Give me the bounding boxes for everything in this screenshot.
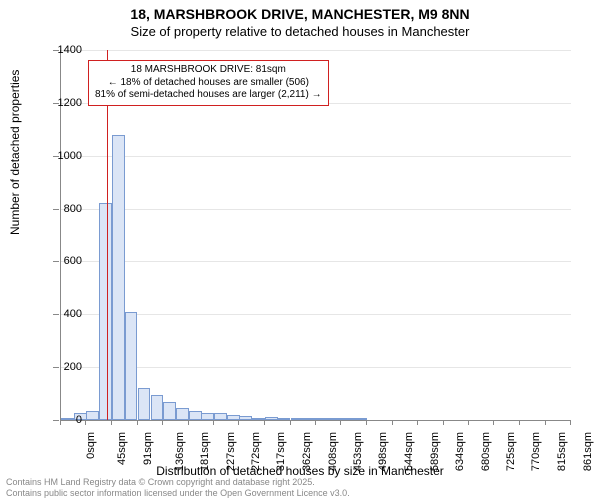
footer-line-1: Contains HM Land Registry data © Crown c… — [6, 477, 350, 487]
annotation-line: 18 MARSHBROOK DRIVE: 81sqm — [95, 64, 322, 77]
chart-container: 18, MARSHBROOK DRIVE, MANCHESTER, M9 8NN… — [0, 0, 600, 500]
histogram-bar — [86, 411, 99, 420]
x-tick — [468, 420, 469, 425]
histogram-bar — [239, 416, 252, 420]
x-tick-label: 45sqm — [116, 432, 128, 465]
x-tick — [162, 420, 163, 425]
y-tick-label: 0 — [42, 414, 82, 426]
histogram-bar — [341, 418, 354, 420]
chart-subtitle: Size of property relative to detached ho… — [0, 24, 600, 39]
histogram-bar — [163, 402, 176, 421]
annotation-box: 18 MARSHBROOK DRIVE: 81sqm← 18% of detac… — [88, 60, 329, 106]
x-tick-label: 725sqm — [505, 432, 517, 471]
histogram-bar — [176, 408, 189, 420]
x-tick — [111, 420, 112, 425]
x-tick-label: 680sqm — [480, 432, 492, 471]
x-tick-label: 227sqm — [225, 432, 237, 471]
histogram-bar — [138, 388, 151, 420]
x-tick — [290, 420, 291, 425]
histogram-bar — [291, 418, 304, 420]
gridline — [61, 367, 571, 368]
x-tick — [315, 420, 316, 425]
gridline — [61, 156, 571, 157]
footer-attribution: Contains HM Land Registry data © Crown c… — [6, 477, 350, 498]
histogram-bar — [151, 395, 164, 420]
x-tick-label: 498sqm — [377, 432, 389, 471]
histogram-bar — [125, 312, 138, 420]
histogram-bar — [316, 418, 329, 420]
x-tick-label: 181sqm — [199, 432, 211, 471]
x-tick-label: 0sqm — [85, 432, 97, 459]
x-tick-label: 634sqm — [454, 432, 466, 471]
x-tick-label: 770sqm — [531, 432, 543, 471]
x-tick-label: 136sqm — [174, 432, 186, 471]
histogram-bar — [354, 418, 367, 420]
x-tick — [519, 420, 520, 425]
x-tick — [570, 420, 571, 425]
x-tick — [340, 420, 341, 425]
y-axis-title: Number of detached properties — [8, 70, 22, 235]
gridline — [61, 261, 571, 262]
annotation-line: 81% of semi-detached houses are larger (… — [95, 89, 322, 102]
y-tick-label: 1200 — [42, 97, 82, 109]
x-tick-label: 317sqm — [276, 432, 288, 471]
x-tick — [85, 420, 86, 425]
x-tick-label: 589sqm — [429, 432, 441, 471]
x-tick-label: 453sqm — [352, 432, 364, 471]
gridline — [61, 314, 571, 315]
x-tick — [60, 420, 61, 425]
x-tick — [137, 420, 138, 425]
y-tick-label: 200 — [42, 361, 82, 373]
footer-line-2: Contains public sector information licen… — [6, 488, 350, 498]
x-tick — [264, 420, 265, 425]
x-tick — [213, 420, 214, 425]
x-tick — [545, 420, 546, 425]
y-tick-label: 800 — [42, 203, 82, 215]
histogram-bar — [189, 411, 202, 420]
y-tick-label: 1400 — [42, 44, 82, 56]
y-tick-label: 400 — [42, 308, 82, 320]
histogram-bar — [303, 418, 316, 420]
chart-title: 18, MARSHBROOK DRIVE, MANCHESTER, M9 8NN — [0, 6, 600, 22]
x-tick — [238, 420, 239, 425]
x-tick-label: 408sqm — [327, 432, 339, 471]
x-tick — [493, 420, 494, 425]
annotation-line: ← 18% of detached houses are smaller (50… — [95, 77, 322, 90]
x-tick — [417, 420, 418, 425]
y-tick-label: 1000 — [42, 150, 82, 162]
histogram-bar — [112, 135, 125, 420]
histogram-bar — [214, 413, 227, 420]
x-tick — [366, 420, 367, 425]
x-tick — [188, 420, 189, 425]
x-tick-label: 362sqm — [301, 432, 313, 471]
x-tick-label: 272sqm — [250, 432, 262, 471]
gridline — [61, 50, 571, 51]
histogram-bar — [201, 413, 214, 420]
plot-area — [60, 50, 571, 421]
x-tick — [443, 420, 444, 425]
y-tick-label: 600 — [42, 255, 82, 267]
x-tick-label: 815sqm — [556, 432, 568, 471]
gridline — [61, 209, 571, 210]
reference-line — [107, 50, 108, 420]
x-tick — [392, 420, 393, 425]
x-tick-label: 91sqm — [142, 432, 154, 465]
histogram-bar — [265, 417, 278, 420]
histogram-bar — [278, 418, 291, 420]
x-tick-label: 544sqm — [403, 432, 415, 471]
x-tick-label: 861sqm — [582, 432, 594, 471]
